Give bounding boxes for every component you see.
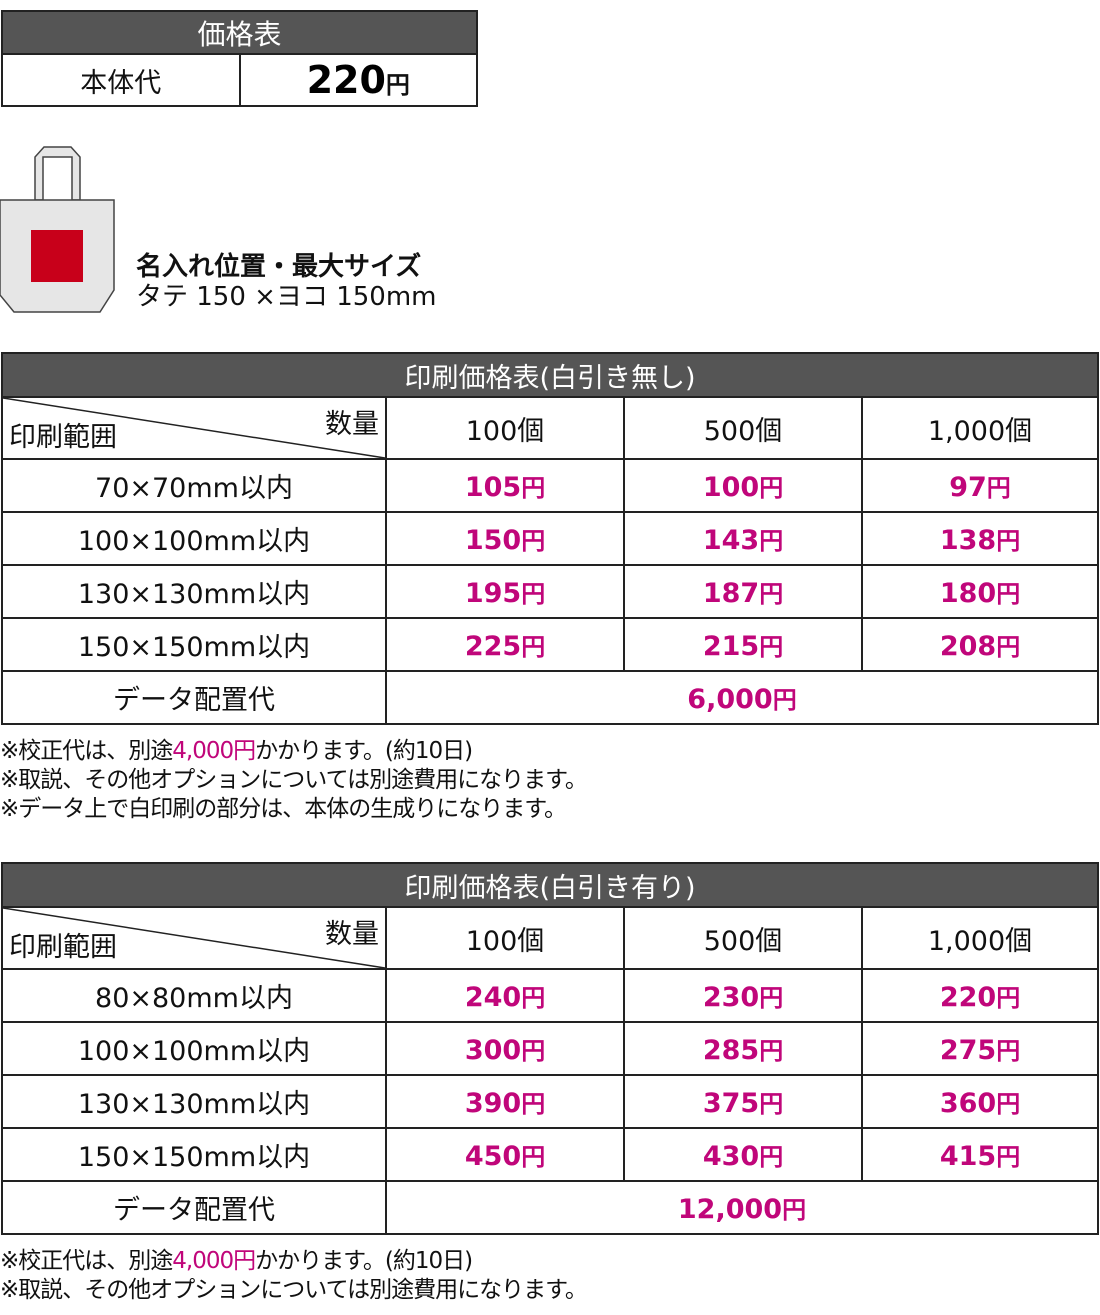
table-row: 80×80mm以内 240円 230円 220円 [1, 968, 1099, 1023]
table-row: 70×70mm以内 105円 100円 97円 [1, 458, 1099, 513]
price-cell: 390円 [385, 1074, 625, 1129]
price-cell: 100円 [623, 458, 863, 513]
size-cell: 80×80mm以内 [1, 968, 387, 1023]
setup-label: データ配置代 [1, 670, 387, 725]
header-corner: 数量 印刷範囲 [1, 396, 387, 460]
size-cell: 100×100mm以内 [1, 511, 387, 566]
note: ※取説、その他オプションについては別途費用になります。 [0, 1277, 588, 1303]
qty-header: 1,000個 [861, 906, 1099, 970]
table-row: 100×100mm以内 150円 143円 138円 [1, 511, 1099, 566]
price-cell: 230円 [623, 968, 863, 1023]
price-cell: 180円 [861, 564, 1099, 619]
price-cell: 375円 [623, 1074, 863, 1129]
price-cell: 430円 [623, 1127, 863, 1182]
qty-header: 100個 [385, 906, 625, 970]
size-cell: 130×130mm以内 [1, 1074, 387, 1129]
note: ※校正代は、別途4,000円かかります。(約10日) [0, 1248, 473, 1274]
price-cell: 450円 [385, 1127, 625, 1182]
price-cell: 415円 [861, 1127, 1099, 1182]
placement-info: 名入れ位置・最大サイズ タテ 150 ×ヨコ 150mm [136, 252, 437, 312]
range-label: 印刷範囲 [9, 932, 117, 963]
notes: ※校正代は、別途4,000円かかります。(約10日) ※取説、その他オプションにつ… [0, 1247, 588, 1305]
table-row: 130×130mm以内 195円 187円 180円 [1, 564, 1099, 619]
price-cell: 285円 [623, 1021, 863, 1076]
size-cell: 100×100mm以内 [1, 1021, 387, 1076]
setup-label: データ配置代 [1, 1180, 387, 1235]
size-cell: 150×150mm以内 [1, 617, 387, 672]
base-table-title: 価格表 [1, 10, 478, 55]
price-cell: 195円 [385, 564, 625, 619]
base-price-table: 価格表 本体代 220円 [1, 10, 478, 107]
range-label: 印刷範囲 [9, 422, 117, 453]
price-cell: 300円 [385, 1021, 625, 1076]
price-cell: 215円 [623, 617, 863, 672]
note: ※データ上で白印刷の部分は、本体の生成りになります。 [0, 796, 567, 822]
size-cell: 150×150mm以内 [1, 1127, 387, 1182]
table-title: 印刷価格表(白引き有り) [1, 862, 1099, 908]
qty-header: 1,000個 [861, 396, 1099, 460]
table-row: 150×150mm以内 225円 215円 208円 [1, 617, 1099, 672]
qty-label: 数量 [325, 409, 379, 440]
price-cell: 208円 [861, 617, 1099, 672]
size-cell: 130×130mm以内 [1, 564, 387, 619]
qty-label: 数量 [325, 919, 379, 950]
size-cell: 70×70mm以内 [1, 458, 387, 513]
base-price: 220円 [238, 53, 478, 107]
price-cell: 138円 [861, 511, 1099, 566]
price-cell: 105円 [385, 458, 625, 513]
price-cell: 240円 [385, 968, 625, 1023]
price-cell: 187円 [623, 564, 863, 619]
tote-bag-icon [0, 146, 115, 313]
price-cell: 220円 [861, 968, 1099, 1023]
price-cell: 150円 [385, 511, 625, 566]
base-label: 本体代 [1, 53, 241, 107]
price-cell: 225円 [385, 617, 625, 672]
price-cell: 275円 [861, 1021, 1099, 1076]
setup-price: 12,000円 [385, 1180, 1099, 1235]
table-row: 150×150mm以内 450円 430円 415円 [1, 1127, 1099, 1182]
table-row: 130×130mm以内 390円 375円 360円 [1, 1074, 1099, 1129]
price-cell: 97円 [861, 458, 1099, 513]
header-corner: 数量 印刷範囲 [1, 906, 387, 970]
qty-header: 500個 [623, 906, 863, 970]
table-row: 100×100mm以内 300円 285円 275円 [1, 1021, 1099, 1076]
notes: ※校正代は、別途4,000円かかります。(約10日) ※取説、その他オプションにつ… [0, 737, 588, 824]
note: ※校正代は、別途4,000円かかります。(約10日) [0, 738, 473, 764]
table-title: 印刷価格表(白引き無し) [1, 352, 1099, 398]
note: ※取説、その他オプションについては別途費用になります。 [0, 767, 588, 793]
print-area [31, 230, 83, 282]
qty-header: 100個 [385, 396, 625, 460]
price-cell: 360円 [861, 1074, 1099, 1129]
setup-row: データ配置代 12,000円 [1, 1180, 1099, 1235]
price-cell: 143円 [623, 511, 863, 566]
setup-row: データ配置代 6,000円 [1, 670, 1099, 725]
setup-price: 6,000円 [385, 670, 1099, 725]
qty-header: 500個 [623, 396, 863, 460]
